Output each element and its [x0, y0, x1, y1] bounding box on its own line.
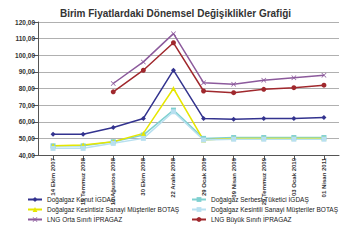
- svg-text:Birim Fiyatlardaki Dönemsel De: Birim Fiyatlardaki Dönemsel Değişiklikle…: [60, 8, 291, 19]
- svg-text:90,00: 90,00: [19, 68, 36, 76]
- svg-text:22 Aralık 2008: 22 Aralık 2008: [170, 157, 176, 197]
- svg-text:15 Temmuz 2008: 15 Temmuz 2008: [80, 158, 87, 206]
- svg-text:Doğalgaz Serbest Tüketici İGDA: Doğalgaz Serbest Tüketici İGDAŞ: [211, 195, 309, 204]
- svg-text:29 Ocak 2009: 29 Ocak 2009: [201, 157, 207, 196]
- svg-text:40,00: 40,00: [19, 152, 36, 160]
- svg-text:03 Ocak 2010: 03 Ocak 2010: [291, 157, 297, 196]
- svg-text:120,00: 120,00: [15, 19, 35, 27]
- svg-text:70,00: 70,00: [19, 102, 36, 110]
- svg-text:LNG Orta Sınıfı İPRAGAZ: LNG Orta Sınıfı İPRAGAZ: [47, 215, 122, 223]
- svg-text:30 Ekim 2008: 30 Ekim 2008: [140, 157, 146, 195]
- svg-text:Doğalgaz Konut İGDAŞ: Doğalgaz Konut İGDAŞ: [47, 195, 116, 204]
- svg-text:Doğalgaz Kesintili Sanayi Müşt: Doğalgaz Kesintili Sanayi Müşteriler BOT…: [211, 206, 339, 214]
- svg-text:14 Ekim 2007: 14 Ekim 2007: [50, 157, 56, 195]
- svg-text:29 Temmuz 2009: 29 Temmuz 2009: [260, 158, 267, 206]
- svg-text:60,00: 60,00: [19, 118, 36, 126]
- svg-text:50,00: 50,00: [19, 135, 36, 143]
- svg-text:100,00: 100,00: [15, 52, 35, 60]
- svg-text:Doğalgaz Kesintisiz Sanayi Müş: Doğalgaz Kesintisiz Sanayi Müşteriler BO…: [47, 206, 180, 214]
- svg-text:01 Nisan 2011: 01 Nisan 2011: [321, 157, 327, 197]
- svg-text:80,00: 80,00: [19, 85, 36, 93]
- svg-text:110,00: 110,00: [15, 35, 35, 43]
- svg-text:LNG Büyük Sınıfı İPRAGAZ: LNG Büyük Sınıfı İPRAGAZ: [211, 215, 292, 224]
- svg-text:09 Nisan 2009: 09 Nisan 2009: [231, 157, 237, 197]
- svg-text:10 Ağustos 2008: 10 Ağustos 2008: [110, 158, 117, 206]
